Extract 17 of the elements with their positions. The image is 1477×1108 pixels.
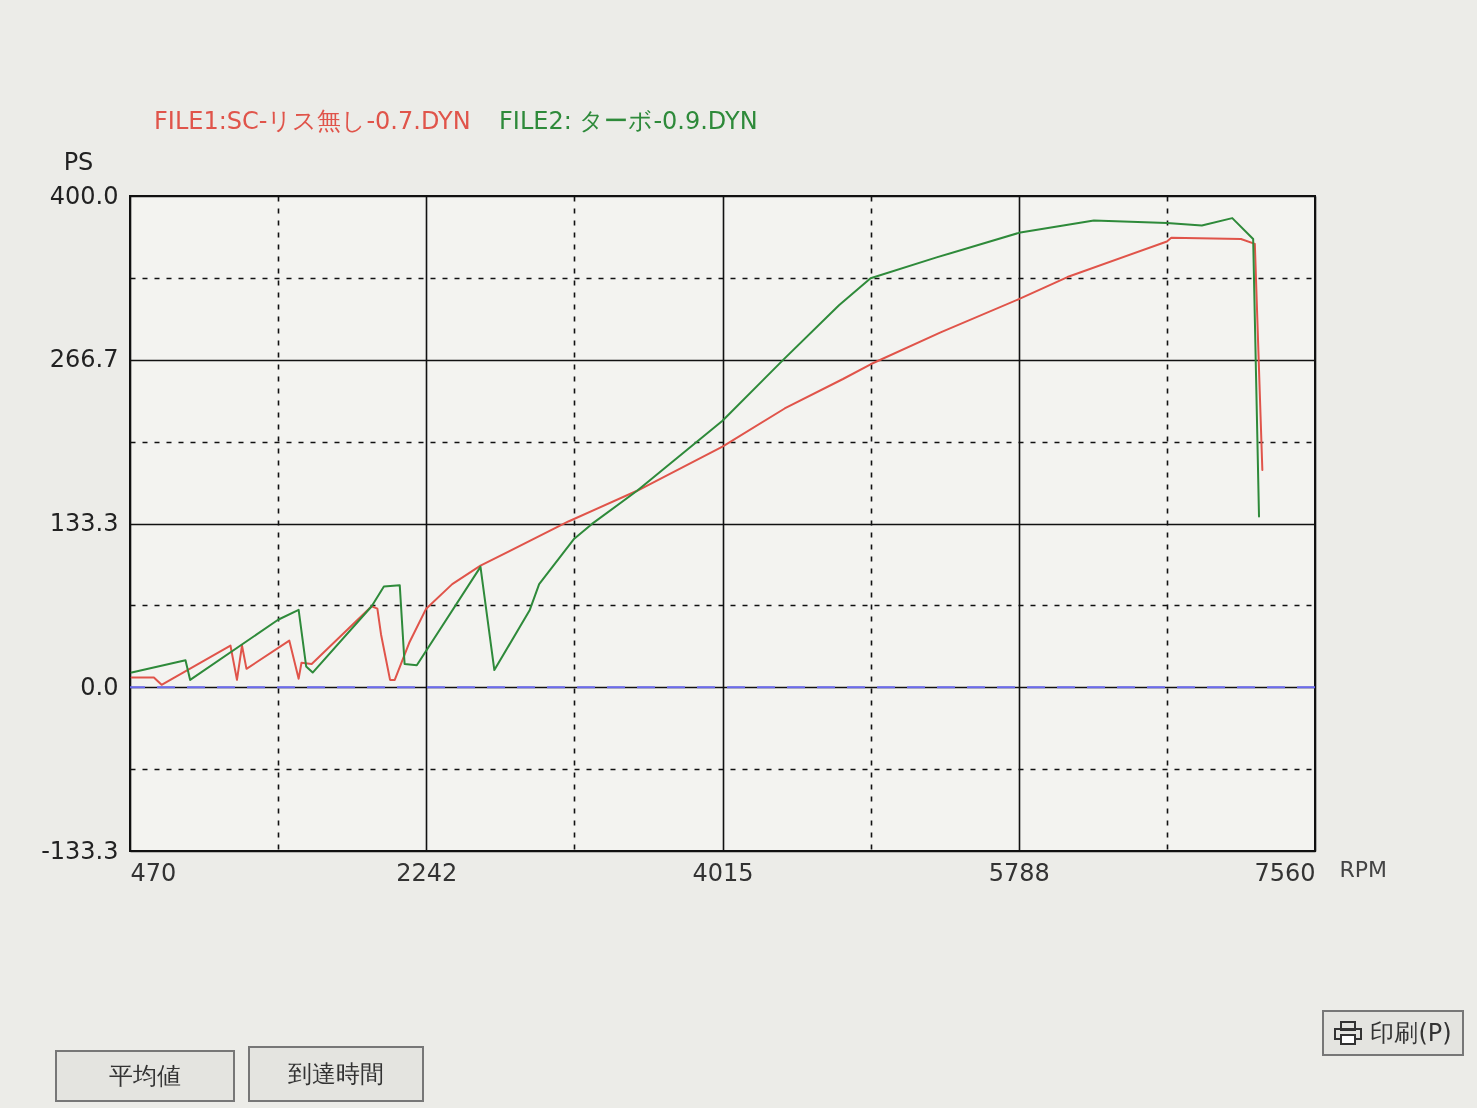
x-tick-label: 470: [130, 858, 177, 887]
y-tick-label: 400.0: [49, 181, 119, 210]
x-tick-label: 5788: [988, 858, 1050, 887]
button: 印刷(P): [1322, 1010, 1464, 1056]
y-tick-label: -133.3: [41, 836, 119, 865]
text: FILE1:SC-リス無し-0.7.DYN: [154, 107, 471, 135]
text: FILE2: ターボ-0.9.DYN: [499, 107, 758, 135]
x-tick-label: 2242: [396, 858, 458, 887]
y-tick-label: 133.3: [49, 509, 119, 538]
x-tick-label: 4015: [692, 858, 754, 887]
x-tick-label: 7560: [1254, 858, 1316, 887]
button: 平均値: [55, 1050, 235, 1102]
x-axis-title: RPM: [1339, 856, 1388, 882]
y-tick-label: 0.0: [80, 672, 119, 701]
button: 到達時間: [248, 1046, 424, 1102]
y-axis-title: PS: [63, 147, 94, 176]
y-tick-label: 266.7: [49, 345, 119, 374]
